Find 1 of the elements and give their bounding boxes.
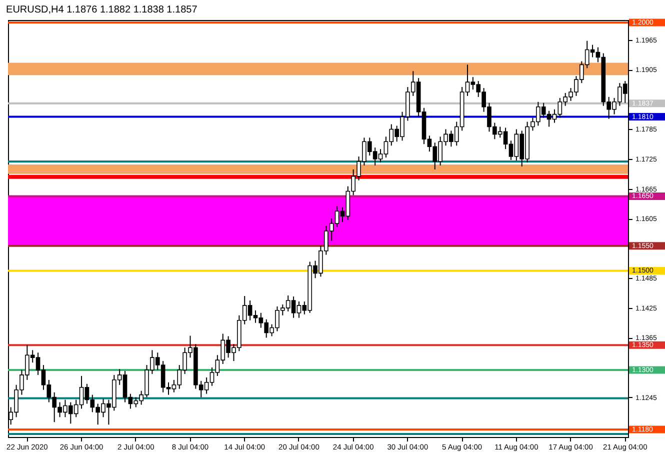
chart-title: EURUSD,H4 1.1876 1.1882 1.1838 1.1857 — [6, 4, 198, 16]
